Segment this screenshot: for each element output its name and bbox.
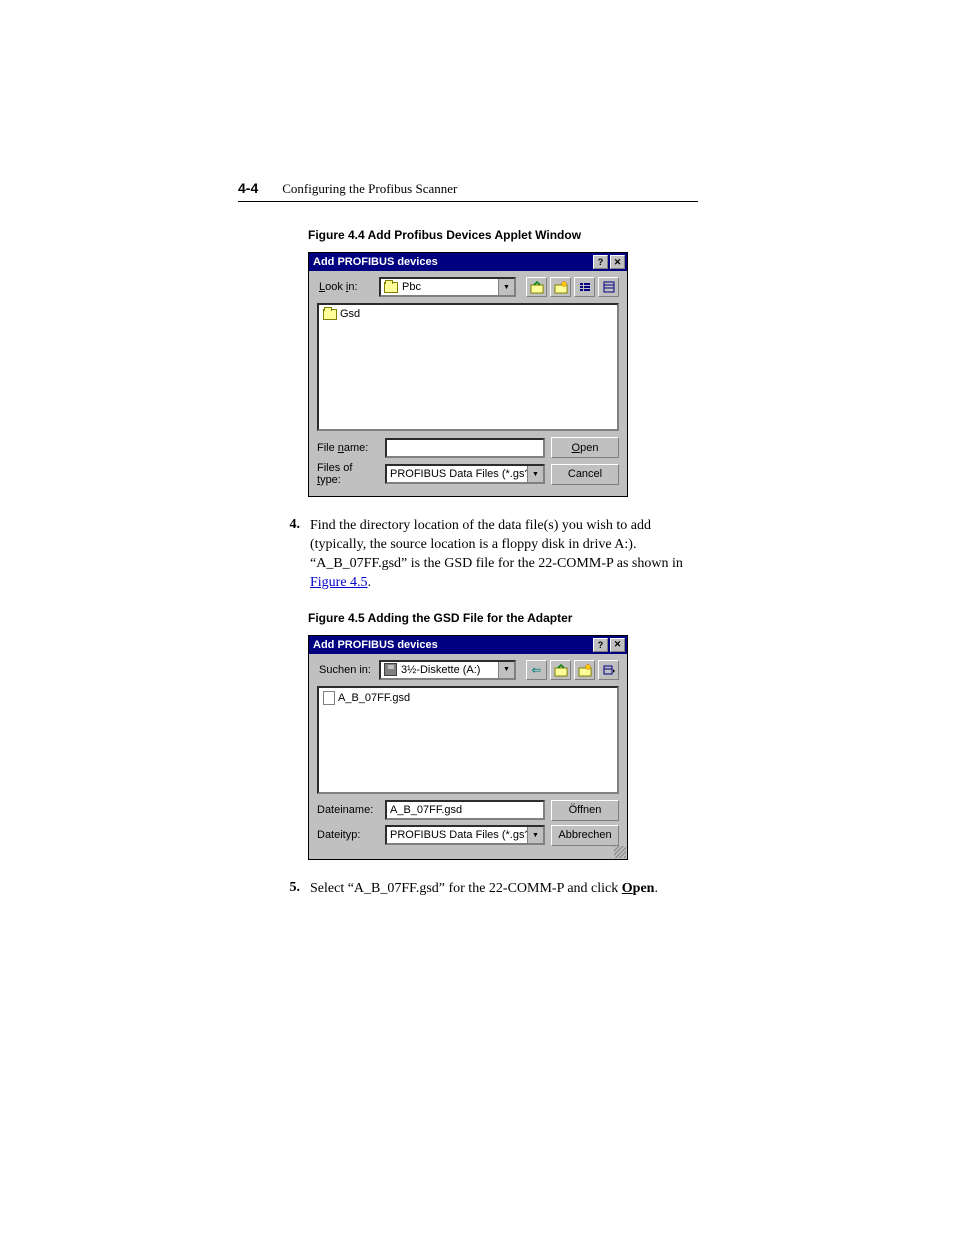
chevron-down-icon[interactable]: ▼ <box>527 466 543 482</box>
step5-open-rest: pen <box>633 881 655 896</box>
toolbar <box>526 277 619 297</box>
floppy-icon <box>384 663 397 676</box>
step-4: 4. Find the directory location of the da… <box>278 517 698 593</box>
look-in-combo[interactable]: 3½-Diskette (A:) ▼ <box>379 660 516 680</box>
add-profibus-devices-dialog-2: Add PROFIBUS devices ? ✕ Suchen in: 3½-D… <box>308 635 628 860</box>
file-name-input[interactable] <box>385 438 545 458</box>
file-name-label: File name: <box>317 442 379 454</box>
list-item-label: A_B_07FF.gsd <box>338 692 410 704</box>
add-profibus-devices-dialog-1: Add PROFIBUS devices ? ✕ Look in: Pbc ▼ <box>308 252 628 497</box>
titlebar[interactable]: Add PROFIBUS devices ? ✕ <box>309 636 627 654</box>
list-item-label: Gsd <box>340 308 360 320</box>
step-number: 4. <box>278 517 300 593</box>
look-in-label: Look in: <box>319 281 373 293</box>
running-header: 4-4 Configuring the Profibus Scanner <box>238 180 698 202</box>
figure-4-4-caption: Figure 4.4 Add Profibus Devices Applet W… <box>308 228 698 242</box>
chevron-down-icon[interactable]: ▼ <box>527 827 543 843</box>
step-number: 5. <box>278 880 300 899</box>
toolbar: ⇐ <box>526 660 619 680</box>
chapter-title: Configuring the Profibus Scanner <box>282 181 457 197</box>
back-icon[interactable]: ⇐ <box>526 660 547 680</box>
files-of-type-label: Files of type: <box>317 462 379 486</box>
list-view-icon[interactable] <box>574 277 595 297</box>
open-button[interactable]: Öffnen <box>551 800 619 821</box>
look-in-value: Pbc <box>402 281 421 293</box>
help-icon[interactable]: ? <box>593 255 608 269</box>
chevron-down-icon[interactable]: ▼ <box>498 662 514 678</box>
files-of-type-combo[interactable]: PROFIBUS Data Files (*.gs?) ▼ <box>385 825 545 845</box>
help-icon[interactable]: ? <box>593 638 608 652</box>
file-name-label: Dateiname: <box>317 804 379 816</box>
close-icon[interactable]: ✕ <box>610 638 625 652</box>
new-folder-icon[interactable] <box>550 277 571 297</box>
look-in-combo[interactable]: Pbc ▼ <box>379 277 516 297</box>
folder-icon <box>384 282 398 293</box>
up-one-level-icon[interactable] <box>526 277 547 297</box>
look-in-value: 3½-Diskette (A:) <box>401 664 480 676</box>
figure-4-5-link[interactable]: Figure 4.5 <box>310 575 368 590</box>
look-in-label: Suchen in: <box>319 664 373 676</box>
step5-text-2: . <box>654 881 658 896</box>
page-number: 4-4 <box>238 180 258 196</box>
chevron-down-icon[interactable]: ▼ <box>498 279 514 295</box>
details-view-icon[interactable] <box>598 277 619 297</box>
step5-text-1: Select “A_B_07FF.gsd” for the 22-COMM-P … <box>310 881 622 896</box>
cancel-button[interactable]: Cancel <box>551 464 619 485</box>
step4-text-2: . <box>368 575 372 590</box>
files-of-type-value: PROFIBUS Data Files (*.gs?) <box>390 468 534 480</box>
step4-text-1: Find the directory location of the data … <box>310 518 683 571</box>
new-folder-icon[interactable] <box>574 660 595 680</box>
list-item[interactable]: A_B_07FF.gsd <box>323 691 613 705</box>
up-one-level-icon[interactable] <box>550 660 571 680</box>
list-item[interactable]: Gsd <box>323 308 613 320</box>
step-5: 5. Select “A_B_07FF.gsd” for the 22-COMM… <box>278 880 698 899</box>
step5-open-u: O <box>622 881 633 896</box>
views-icon[interactable] <box>598 660 619 680</box>
file-list[interactable]: Gsd <box>317 303 619 431</box>
figure-4-5-caption: Figure 4.5 Adding the GSD File for the A… <box>308 611 698 625</box>
step-text: Select “A_B_07FF.gsd” for the 22-COMM-P … <box>310 880 658 899</box>
dialog-title: Add PROFIBUS devices <box>313 639 438 651</box>
close-icon[interactable]: ✕ <box>610 255 625 269</box>
files-of-type-value: PROFIBUS Data Files (*.gs?) <box>390 829 534 841</box>
step-text: Find the directory location of the data … <box>310 517 698 593</box>
cancel-button[interactable]: Abbrechen <box>551 825 619 846</box>
titlebar[interactable]: Add PROFIBUS devices ? ✕ <box>309 253 627 271</box>
resize-grip-icon[interactable] <box>614 846 626 858</box>
files-of-type-label: Dateityp: <box>317 829 379 841</box>
dialog-title: Add PROFIBUS devices <box>313 256 438 268</box>
open-button[interactable]: Open <box>551 437 619 458</box>
file-list[interactable]: A_B_07FF.gsd <box>317 686 619 794</box>
file-name-input[interactable]: A_B_07FF.gsd <box>385 800 545 820</box>
file-icon <box>323 691 335 705</box>
files-of-type-combo[interactable]: PROFIBUS Data Files (*.gs?) ▼ <box>385 464 545 484</box>
folder-icon <box>323 309 337 320</box>
